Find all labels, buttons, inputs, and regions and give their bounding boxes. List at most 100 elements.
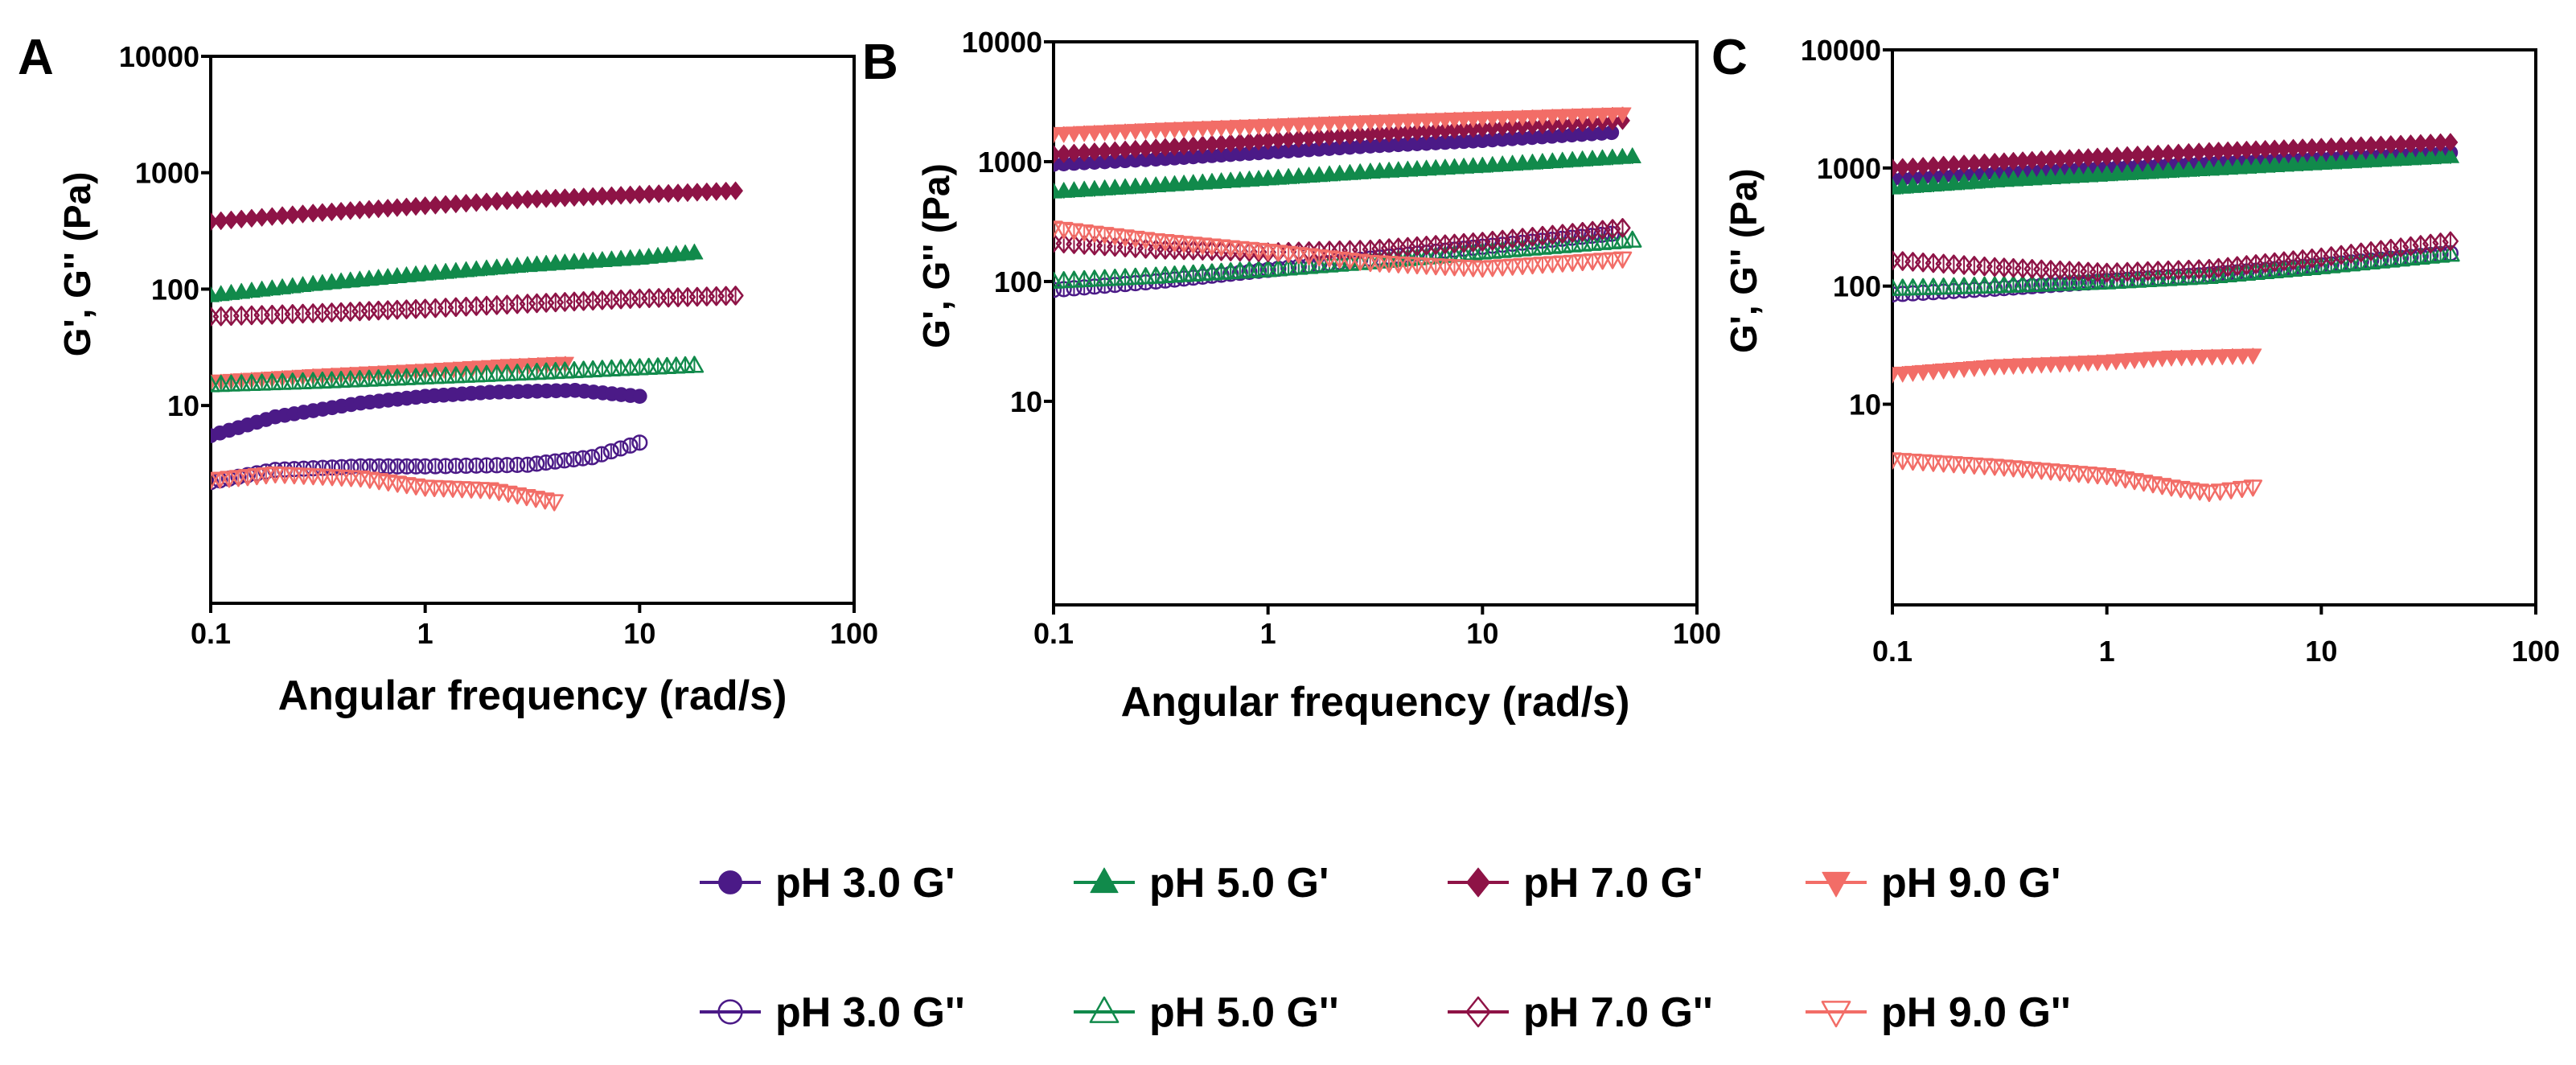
data-point xyxy=(408,458,425,475)
data-point xyxy=(1320,250,1339,268)
data-point xyxy=(1954,456,1974,475)
legend-label: pH 9.0 G'' xyxy=(1881,989,2071,1036)
data-layer xyxy=(211,181,744,512)
legend-label: pH 7.0 G' xyxy=(1523,860,1703,907)
data-point xyxy=(1076,235,1093,255)
data-point xyxy=(1583,253,1602,271)
series-ph-7-0-g-gdoubleprime xyxy=(1892,231,2459,283)
data-point xyxy=(1289,257,1309,275)
data-point xyxy=(1105,268,1125,286)
data-point xyxy=(257,467,276,485)
data-point xyxy=(1340,253,1360,270)
data-point xyxy=(1913,278,1933,295)
legend-marker-diamond xyxy=(1466,867,1490,898)
data-point xyxy=(380,458,396,475)
legend-label: pH 9.0 G' xyxy=(1881,860,2060,907)
series-ph-5-0-g-gprime xyxy=(211,243,704,303)
data-point xyxy=(1966,256,1982,276)
data-point xyxy=(1533,257,1552,274)
data-layer xyxy=(1892,133,2460,503)
y-tick-label: 10 xyxy=(1010,385,1042,418)
data-point xyxy=(574,450,591,467)
data-point xyxy=(1117,237,1134,257)
data-point xyxy=(593,446,610,463)
panel-letter: C xyxy=(1711,30,1748,85)
x-tick-label: 10 xyxy=(623,617,655,650)
y-tick-label: 10000 xyxy=(119,40,199,73)
data-point xyxy=(1933,455,1954,473)
data-point xyxy=(1330,251,1350,269)
data-point xyxy=(2441,147,2459,163)
plot-frame xyxy=(1052,40,1699,607)
legend-marker-triangle-down xyxy=(1821,1001,1851,1028)
data-point xyxy=(1915,252,1932,273)
data-point xyxy=(211,375,220,393)
data-point xyxy=(1054,271,1074,289)
data-point xyxy=(1974,276,1995,294)
x-tick-label: 10 xyxy=(2305,635,2337,668)
data-point xyxy=(1055,233,1072,254)
x-tick-label: 100 xyxy=(1673,617,1721,650)
data-point xyxy=(1137,239,1154,259)
y-axis-label: G', G'' (Pa) xyxy=(1723,168,1765,353)
series-ph-9-0-g-gprime xyxy=(1892,347,2262,384)
data-point xyxy=(1064,270,1084,288)
data-point xyxy=(728,181,743,200)
data-point xyxy=(2138,269,2158,288)
data-point xyxy=(1279,245,1298,263)
data-point xyxy=(2244,348,2262,365)
data-point xyxy=(556,452,573,469)
legend-item-ph-9-0-g-gdoubleprime: pH 9.0 G'' xyxy=(1806,989,2071,1036)
y-tick-label: 10 xyxy=(167,389,199,422)
data-point xyxy=(1976,256,1993,277)
y-axis-label: G', G'' (Pa) xyxy=(915,163,957,348)
data-point xyxy=(1258,243,1278,261)
data-point xyxy=(220,471,239,488)
series-ph-7-0-g-gprime xyxy=(1892,133,2459,178)
data-point xyxy=(456,365,476,383)
data-point xyxy=(1268,259,1288,277)
data-point xyxy=(1054,271,1063,289)
panel-letter: B xyxy=(862,35,898,90)
x-tick-label: 0.1 xyxy=(1872,635,1912,668)
data-point xyxy=(1309,249,1329,267)
data-point xyxy=(211,472,220,490)
y-axis-label: G', G'' (Pa) xyxy=(56,172,98,357)
data-point xyxy=(1483,260,1502,278)
data-point xyxy=(1074,269,1094,288)
data-point xyxy=(211,286,220,302)
panel-letter: A xyxy=(18,30,54,85)
y-tick-label: 10 xyxy=(1849,389,1881,421)
data-point xyxy=(1096,236,1113,257)
data-point xyxy=(1904,252,1921,272)
data-point xyxy=(1502,258,1522,276)
data-point xyxy=(221,374,241,392)
data-point xyxy=(632,389,647,404)
data-point xyxy=(1086,235,1103,256)
legend-marker-triangle-up xyxy=(1090,867,1119,894)
data-point xyxy=(497,364,517,381)
data-point xyxy=(1543,256,1563,273)
data-point xyxy=(1136,267,1156,285)
data-point xyxy=(1095,269,1115,286)
x-tick-label: 1 xyxy=(1260,617,1276,650)
data-point xyxy=(2169,268,2188,286)
data-point xyxy=(1513,257,1532,275)
data-point xyxy=(238,469,257,487)
series-ph-7-0-g-gprime xyxy=(211,181,743,232)
legend-item-ph-7-0-g-gprime: pH 7.0 G' xyxy=(1448,860,1703,907)
legend-marker-circle xyxy=(718,870,742,894)
data-point xyxy=(389,458,406,475)
data-point xyxy=(2128,270,2147,288)
data-point xyxy=(1944,456,1964,474)
data-point xyxy=(488,457,505,474)
data-point xyxy=(622,437,639,454)
data-point xyxy=(2243,479,2263,497)
legend-marker-triangle-up xyxy=(1089,996,1120,1023)
y-tick-label: 1000 xyxy=(978,146,1042,179)
series-ph-9-0-g-gprime xyxy=(1054,106,1632,144)
data-point xyxy=(1493,259,1512,277)
data-point xyxy=(1054,282,1062,298)
data-point xyxy=(436,366,455,384)
data-point xyxy=(1924,454,1943,472)
